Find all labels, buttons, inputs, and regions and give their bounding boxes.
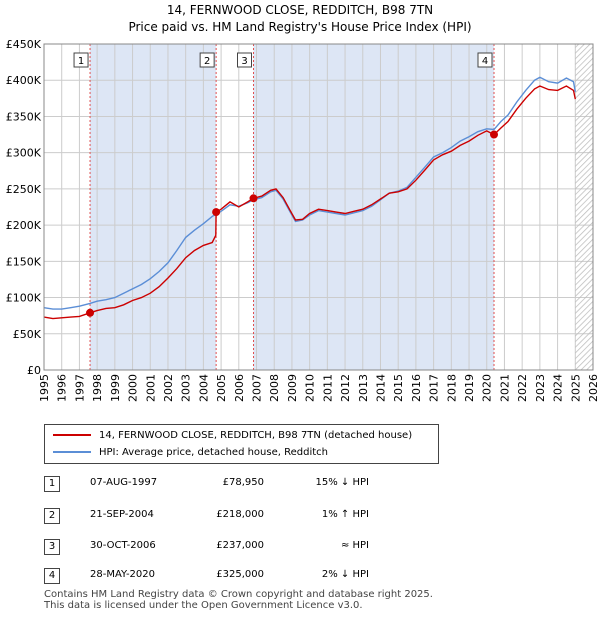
legend-price-swatch <box>53 434 91 436</box>
transaction-marker-box <box>477 52 493 68</box>
transaction-marker-box <box>73 52 89 68</box>
x-tick-label: 2005 <box>215 374 228 402</box>
transaction-point <box>249 194 258 203</box>
x-tick-label: 2012 <box>339 374 352 402</box>
x-tick-label: 1996 <box>56 374 69 402</box>
transaction-point <box>490 130 499 139</box>
y-tick-label: £150K <box>6 255 42 268</box>
y-tick-label: £300K <box>6 147 42 160</box>
x-tick-label: 2022 <box>516 374 529 402</box>
transaction-hpi-diff: 1% ↑ HPI <box>321 509 369 520</box>
legend-item-hpi: HPI: Average price, detached house, Redd… <box>53 446 328 460</box>
x-tick-label: 1999 <box>109 374 122 402</box>
price-chart: 1 2 3 4 £0 £50K £100K £150K £200K £250K £300K £350K… <box>6 38 600 402</box>
chart-title-line1: 14, FERNWOOD CLOSE, REDDITCH, B98 7TN <box>166 3 434 17</box>
x-tick-label: 2001 <box>144 374 157 402</box>
y-tick-label: £350K <box>6 110 42 123</box>
x-tick-label: 2026 <box>587 374 600 402</box>
x-tick-label: 2007 <box>251 374 264 402</box>
x-tick-label: 2024 <box>552 374 565 402</box>
x-tick-label: 2015 <box>392 374 405 402</box>
transaction-date: 07-AUG-1997 <box>90 477 158 488</box>
x-tick-label: 2017 <box>428 374 441 402</box>
hpi-line <box>43 76 576 310</box>
transaction-point <box>212 208 221 217</box>
transaction-price: £218,000 <box>216 509 264 520</box>
footer-attribution: Contains HM Land Registry data © Crown c… <box>44 589 433 611</box>
transaction-marker-label: 1 <box>78 56 84 67</box>
x-tick-label: 2014 <box>374 374 387 402</box>
ownership-shade <box>90 44 217 370</box>
transaction-hpi-diff: 15% ↓ HPI <box>315 477 369 488</box>
x-tick-label: 1995 <box>38 374 51 402</box>
transaction-price: £78,950 <box>222 477 264 488</box>
x-tick-label: 2009 <box>286 374 299 402</box>
transaction-number: 2 <box>44 508 60 524</box>
x-tick-label: 1997 <box>73 374 86 402</box>
x-tick-label: 1998 <box>91 374 104 402</box>
x-tick-label: 2004 <box>197 374 210 402</box>
y-tick-label: £0 <box>27 364 41 377</box>
ownership-shade <box>253 44 495 370</box>
x-tick-label: 2000 <box>127 374 140 402</box>
y-tick-label: £100K <box>6 292 42 305</box>
x-tick-label: 2018 <box>445 374 458 402</box>
transaction-price: £237,000 <box>216 540 264 551</box>
transaction-date: 21-SEP-2004 <box>90 509 154 520</box>
legend-price-label: 14, FERNWOOD CLOSE, REDDITCH, B98 7TN (d… <box>99 430 413 441</box>
transaction-marker-label: 3 <box>241 56 247 67</box>
y-tick-label: £50K <box>13 328 42 341</box>
forecast-region <box>575 44 593 370</box>
y-tick-label: £400K <box>6 74 42 87</box>
transaction-hpi-diff: 2% ↓ HPI <box>321 569 369 580</box>
transaction-marker-label: 2 <box>204 56 210 67</box>
legend-item-price: 14, FERNWOOD CLOSE, REDDITCH, B98 7TN (d… <box>53 429 412 443</box>
x-tick-label: 2006 <box>233 374 246 402</box>
x-tick-label: 2019 <box>463 374 476 402</box>
transaction-price: £325,000 <box>216 569 264 580</box>
x-tick-label: 2021 <box>498 374 511 402</box>
transaction-date: 28-MAY-2020 <box>90 569 156 580</box>
y-tick-label: £250K <box>6 183 42 196</box>
transaction-number: 1 <box>44 476 60 492</box>
y-tick-label: £450K <box>6 38 42 51</box>
transaction-marker-box <box>237 52 253 68</box>
transaction-number: 3 <box>44 539 60 555</box>
x-tick-label: 2010 <box>304 374 317 402</box>
x-tick-label: 2023 <box>534 374 547 402</box>
x-tick-label: 2013 <box>357 374 370 402</box>
x-tick-label: 2008 <box>268 374 281 402</box>
x-tick-label: 2003 <box>180 374 193 402</box>
x-tick-label: 2016 <box>410 374 423 402</box>
chart-title-line2: Price paid vs. HM Land Registry's House … <box>128 20 472 34</box>
transaction-number: 4 <box>44 568 60 584</box>
x-tick-label: 2020 <box>481 374 494 402</box>
transaction-hpi-diff: ≈ HPI <box>340 540 369 551</box>
transaction-date: 30-OCT-2006 <box>90 540 156 551</box>
y-tick-label: £200K <box>6 219 42 232</box>
footer-license: This data is licensed under the Open Gov… <box>44 600 363 611</box>
legend-hpi-swatch <box>53 451 91 453</box>
transaction-marker-box <box>199 52 215 68</box>
x-tick-label: 2002 <box>162 374 175 402</box>
plot-border <box>43 43 594 371</box>
footer-copyright: Contains HM Land Registry data © Crown c… <box>44 589 433 600</box>
x-tick-label: 2011 <box>321 374 334 402</box>
transaction-marker-label: 4 <box>482 56 488 67</box>
legend-hpi-label: HPI: Average price, detached house, Redd… <box>99 447 328 458</box>
legend: 14, FERNWOOD CLOSE, REDDITCH, B98 7TN (d… <box>44 424 439 464</box>
x-tick-label: 2025 <box>569 374 582 402</box>
transaction-point <box>86 308 95 317</box>
